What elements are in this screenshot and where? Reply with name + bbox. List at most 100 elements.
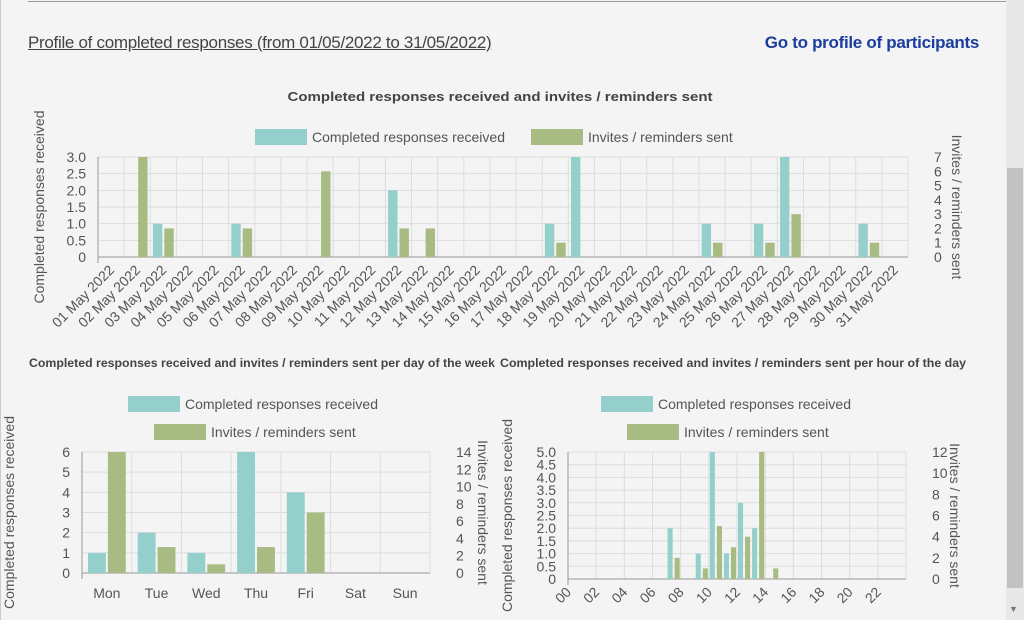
bar-invites: [556, 242, 566, 257]
x-tick-label: 16: [777, 584, 799, 606]
x-tick-label: 02: [580, 584, 602, 606]
bar-invites: [306, 512, 325, 573]
y-tick-label: 2.0: [67, 182, 87, 198]
x-tick-label: Thu: [244, 585, 268, 601]
y-tick-label: 4: [62, 484, 70, 500]
bar-completed: [388, 190, 398, 257]
y-tick-label: 2: [62, 525, 70, 541]
bar-invites: [157, 547, 176, 573]
x-tick-label: 20: [833, 584, 855, 606]
y2-tick-label: 1: [934, 235, 942, 251]
x-tick-label: 10: [693, 584, 715, 606]
y2-tick-label: 10: [932, 465, 948, 481]
bar-completed: [780, 157, 790, 257]
bar-completed: [667, 528, 673, 579]
y2-tick-label: 2: [932, 550, 940, 566]
bar-invites: [242, 228, 253, 257]
y2-axis-title: Invites / reminders sent: [947, 443, 963, 588]
y-tick-label: 1.0: [67, 216, 87, 232]
y2-tick-label: 8: [456, 496, 464, 512]
y-tick-label: 0: [78, 249, 86, 265]
x-tick-label: 18: [805, 584, 827, 606]
y-tick-label: 1.5: [537, 533, 557, 549]
y-tick-label: 1.5: [67, 199, 87, 215]
y2-tick-label: 0: [934, 249, 942, 265]
y-tick-label: 3.0: [67, 149, 87, 165]
legend-label: Completed responses received: [312, 129, 505, 145]
y2-tick-label: 12: [932, 444, 948, 460]
x-tick-label: 12: [721, 584, 743, 606]
y2-tick-label: 0: [456, 565, 464, 581]
profile-of-completed-responses-link[interactable]: Profile of completed responses (from 01/…: [28, 33, 492, 52]
bar-completed: [137, 532, 156, 573]
bar-invites: [207, 564, 226, 573]
legend-swatch-0: [601, 396, 653, 412]
y2-tick-label: 4: [932, 529, 940, 545]
y-tick-label: 2.5: [537, 508, 557, 524]
x-tick-label: 04: [608, 584, 630, 606]
y-tick-label: 2.5: [67, 166, 87, 182]
legend-swatch-0: [128, 396, 180, 412]
x-tick-label: 00: [552, 584, 574, 606]
legend-label: Invites / reminders sent: [211, 424, 356, 440]
bar-completed: [858, 223, 868, 257]
x-tick-label: Mon: [93, 585, 120, 601]
legend-swatch-1: [154, 424, 206, 440]
y-tick-label: 0: [548, 571, 556, 587]
bar-invites: [107, 452, 126, 573]
scrollbar-thumb[interactable]: [1007, 168, 1023, 588]
bar-invites: [773, 568, 779, 579]
bar-completed: [231, 223, 241, 257]
y-axis-title: Completed responses received: [1, 416, 17, 609]
y-tick-label: 5.0: [537, 444, 557, 460]
hourly-chart: Completed responses received and invites…: [499, 356, 966, 612]
y2-axis-title: Invites / reminders sent: [949, 135, 965, 280]
bar-completed: [695, 553, 701, 579]
bar-completed: [723, 553, 729, 579]
y2-tick-label: 8: [932, 486, 940, 502]
x-tick-label: Fri: [298, 585, 314, 601]
bar-invites: [745, 536, 751, 579]
bar-completed: [753, 223, 764, 257]
y2-tick-label: 12: [456, 461, 472, 477]
y-tick-label: 4.0: [537, 469, 557, 485]
bar-completed: [152, 223, 163, 257]
y-tick-label: 1: [62, 545, 70, 561]
x-tick-label: Wed: [192, 585, 221, 601]
chart-title: Completed responses received and invites…: [288, 89, 714, 104]
y-tick-label: 0: [62, 565, 70, 581]
y2-tick-label: 5: [934, 178, 942, 194]
y2-tick-label: 4: [456, 530, 464, 546]
y-tick-label: 1.0: [537, 546, 557, 562]
y2-tick-label: 6: [934, 163, 942, 179]
bar-invites: [730, 547, 737, 579]
y-tick-label: 0.5: [537, 558, 557, 574]
go-to-profile-of-participants-link[interactable]: Go to profile of participants: [764, 33, 980, 52]
legend-label: Invites / reminders sent: [588, 129, 733, 145]
bar-invites: [425, 228, 436, 257]
y-tick-label: 4.5: [537, 457, 557, 473]
y-axis-title: Completed responses received: [499, 419, 515, 612]
y2-tick-label: 6: [932, 508, 940, 524]
y-tick-label: 3.0: [537, 495, 557, 511]
x-tick-label: 14: [749, 584, 771, 606]
daily-chart: Completed responses received and invites…: [31, 89, 965, 330]
bar-invites: [869, 242, 880, 257]
legend-swatch-1: [531, 129, 583, 145]
bar-completed: [187, 552, 206, 573]
bar-completed: [237, 452, 255, 573]
bar-invites: [759, 452, 765, 579]
y-tick-label: 5: [62, 464, 70, 480]
y-tick-label: 6: [62, 444, 70, 460]
bar-completed: [570, 157, 581, 257]
bar-invites: [765, 242, 775, 257]
weekday-chart: Completed responses received and invites…: [1, 356, 495, 609]
x-tick-label: Sat: [345, 585, 366, 601]
y-axis-title: Completed responses received: [31, 111, 47, 304]
bar-completed: [752, 528, 758, 579]
page-left-edge: [0, 0, 1, 620]
bar-invites: [257, 547, 275, 573]
legend-label: Completed responses received: [658, 396, 851, 412]
bar-invites: [702, 568, 708, 579]
scroll-down-arrow-icon[interactable]: ▼: [1009, 604, 1018, 614]
